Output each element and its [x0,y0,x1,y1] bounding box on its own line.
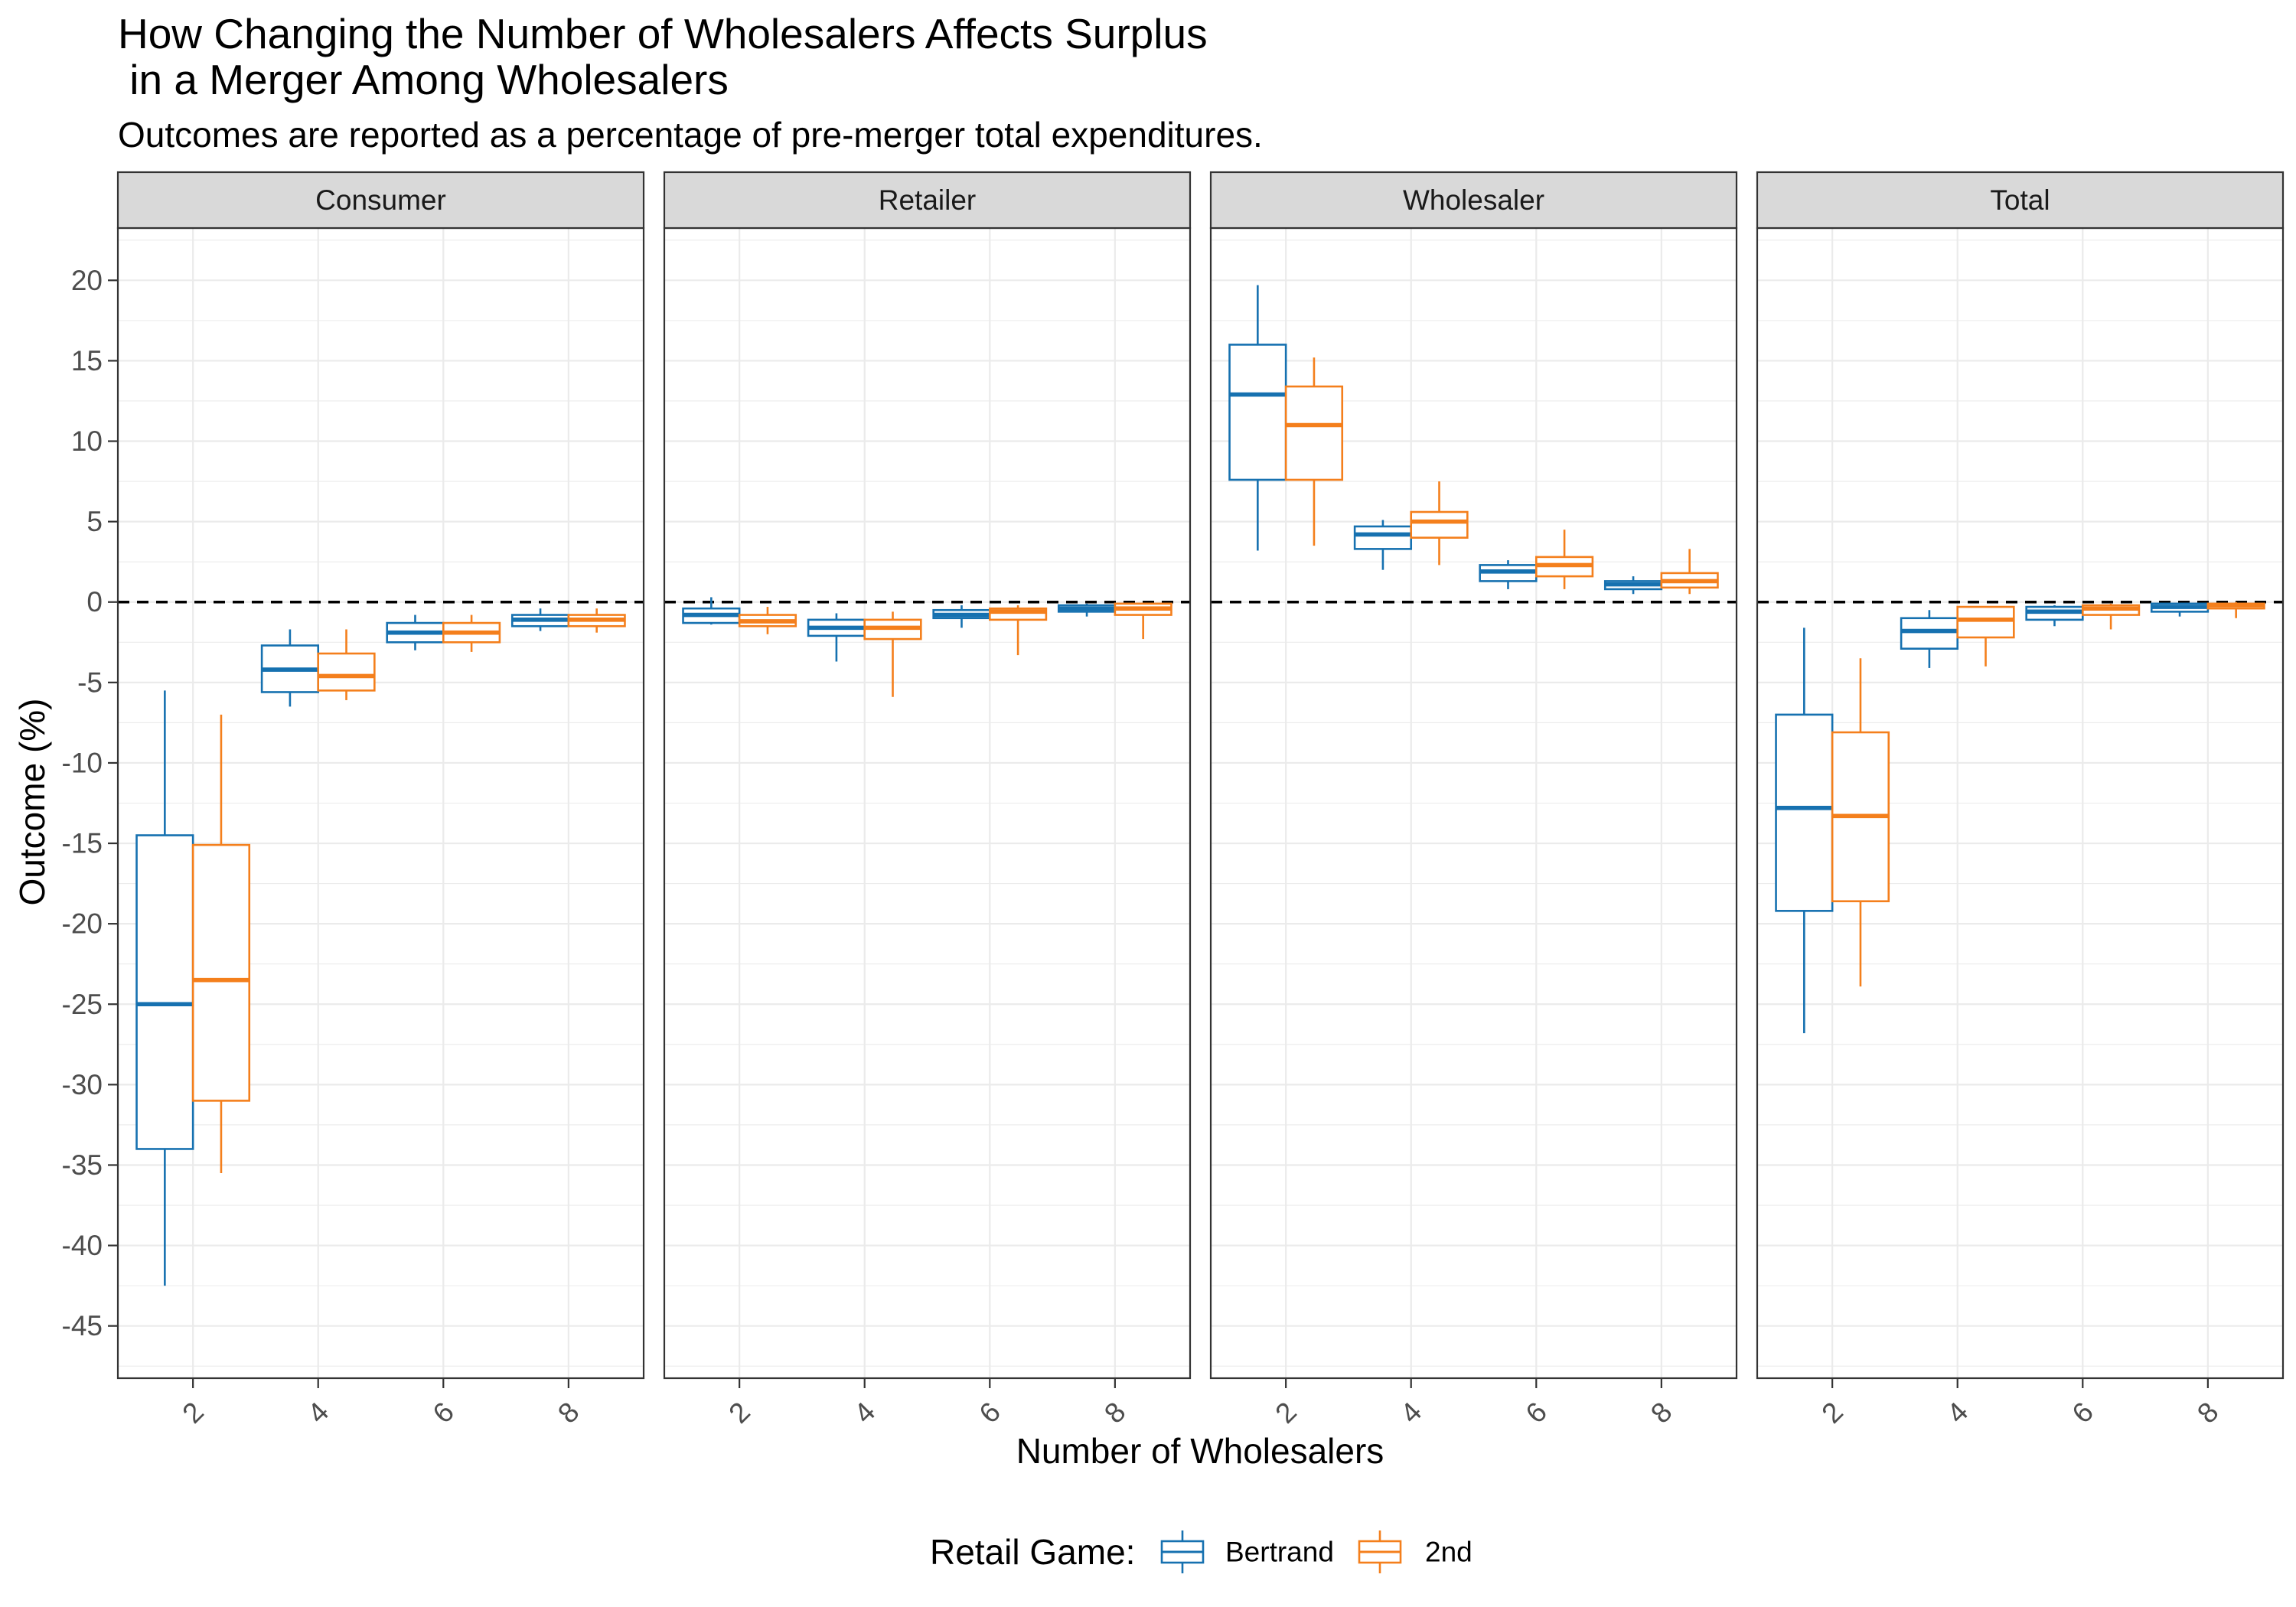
boxplot-total-6-2nd [2081,603,2141,630]
strip-background-consumer [116,171,645,230]
chart-subtitle: Outcomes are reported as a percentage of… [118,115,1263,155]
boxplot-consumer-8-2nd [567,608,626,633]
legend: Retail Game: Bertrand 2nd [930,1530,1473,1573]
boxplot-retailer-2-2nd [738,607,797,634]
boxplot-total-8-2nd [2206,601,2265,618]
strip-label-consumer: Consumer [315,184,446,216]
boxplot-total-2-bertrand [1775,627,1834,1034]
y-tick-label: 20 [71,265,103,296]
boxplot-retailer-8-2nd [1114,602,1172,640]
box-total-4-2nd [1956,605,2015,639]
boxplot-wholesaler-8-2nd [1660,549,1719,595]
legend-key-2nd [1358,1530,1402,1573]
chart-title-line-2: in a Merger Among Wholesalers [118,56,729,103]
chart-title-line-1: How Changing the Number of Wholesalers A… [118,10,1208,57]
boxplot-wholesaler-2-bertrand [1228,285,1287,551]
box-total-2-bertrand [1775,713,1834,912]
box-wholesaler-2-2nd [1284,385,1344,481]
legend-keys [1160,1530,1402,1573]
box-wholesaler-4-2nd [1410,510,1469,539]
boxplot-retailer-2-bertrand [682,597,741,625]
strip-background-wholesaler [1209,171,1738,230]
strip-label-total: Total [1990,184,2050,216]
y-tick-label: -45 [62,1310,103,1341]
y-tick-label: 10 [71,425,103,457]
boxplot-consumer-6-bertrand [386,614,445,650]
boxplot-consumer-4-2nd [317,629,376,700]
y-tick-label: -30 [62,1069,103,1100]
strip-label-retailer: Retailer [879,184,977,216]
y-tick-label: 15 [71,345,103,376]
boxplot-wholesaler-4-2nd [1410,481,1469,566]
boxplot-consumer-4-bertrand [260,629,320,707]
y-tick-label: 5 [86,506,103,537]
legend-title: Retail Game: [930,1532,1135,1572]
y-tick-label: -10 [62,747,103,778]
boxplot-consumer-6-2nd [442,614,501,652]
y-tick-label: -35 [62,1149,103,1181]
boxplot-consumer-2-2nd [191,714,251,1173]
legend-key-bertrand [1160,1530,1205,1573]
box-consumer-2-2nd [191,843,251,1102]
x-axis-title: Number of Wholesalers [1016,1431,1384,1471]
box-consumer-4-2nd [317,652,376,692]
boxplot-wholesaler-6-2nd [1534,530,1594,589]
legend-label-bertrand: Bertrand [1225,1537,1334,1568]
boxplot-retailer-4-2nd [863,611,922,697]
y-tick-label: -15 [62,828,103,859]
y-tick-label: -20 [62,908,103,940]
box-total-4-bertrand [1900,617,1959,650]
boxplot-total-2-2nd [1831,658,1890,987]
y-axis-title: Outcome (%) [12,699,52,906]
strip-background-total [1756,171,2285,230]
y-tick-label: 0 [86,586,103,618]
strip-label-wholesaler: Wholesaler [1403,184,1544,216]
boxplot-total-4-2nd [1956,605,2015,667]
box-wholesaler-4-bertrand [1353,525,1413,550]
boxplot-retailer-6-2nd [988,605,1048,656]
y-tick-label: -5 [77,667,103,698]
strip-background-retailer [663,171,1192,230]
legend-label-2nd: 2nd [1425,1537,1473,1568]
y-tick-label: -40 [62,1230,103,1261]
y-tick-label: -25 [62,989,103,1020]
box-wholesaler-2-bertrand [1228,344,1287,481]
boxplot-wholesaler-4-bertrand [1353,520,1413,570]
box-consumer-2-bertrand [135,834,194,1150]
boxplot-wholesaler-2-2nd [1284,357,1344,546]
